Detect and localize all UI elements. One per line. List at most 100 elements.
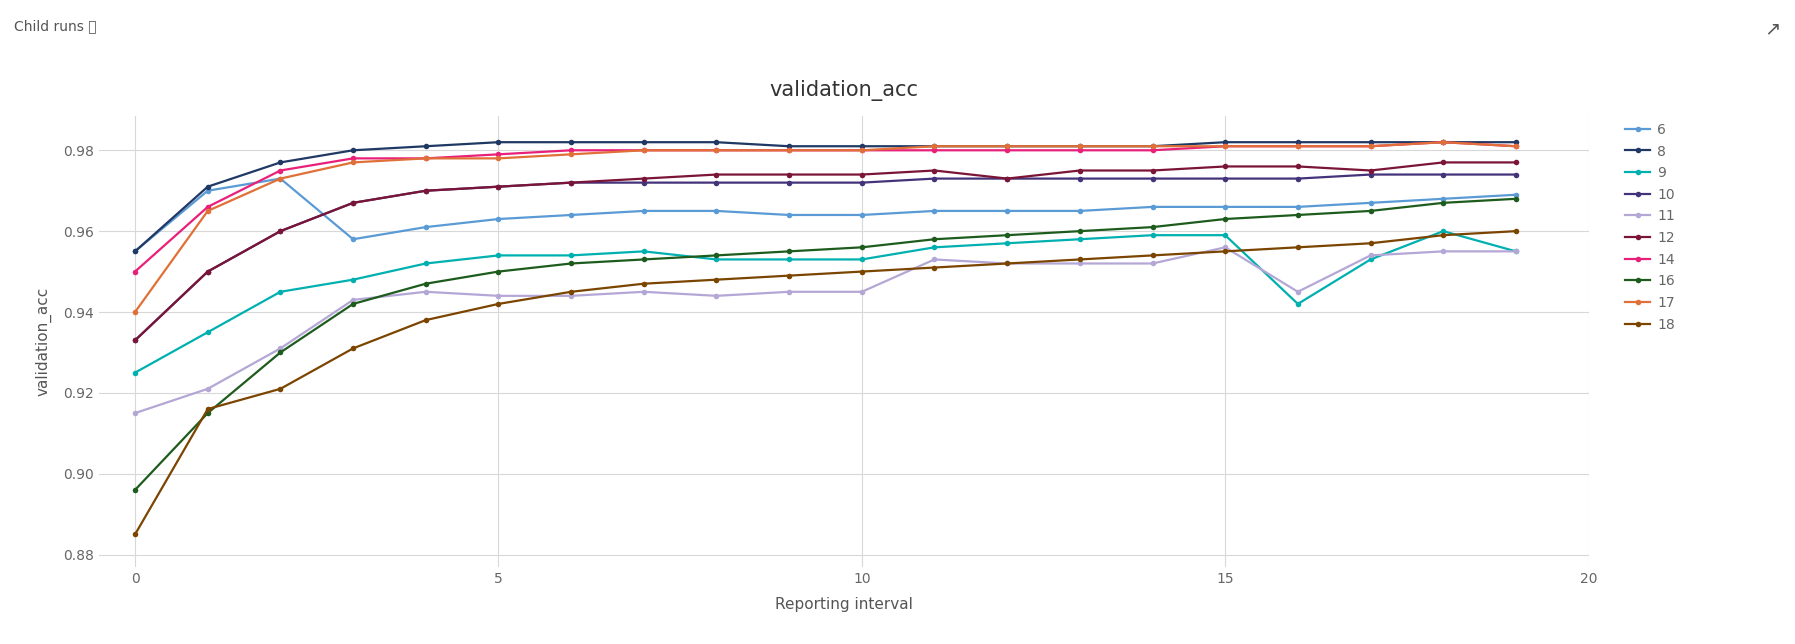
16 <box>1215 215 1237 223</box>
17 <box>488 155 510 162</box>
X-axis label: Reporting interval: Reporting interval <box>775 597 912 612</box>
8 <box>1506 138 1528 146</box>
8 <box>415 142 436 150</box>
Line: 8: 8 <box>133 139 1519 254</box>
12 <box>124 336 145 344</box>
9 <box>197 328 219 336</box>
11 <box>1070 260 1091 267</box>
8 <box>634 138 655 146</box>
6 <box>1432 195 1454 203</box>
8 <box>705 138 727 146</box>
17 <box>1361 142 1382 150</box>
16 <box>634 256 655 263</box>
6 <box>1361 199 1382 207</box>
11 <box>488 292 510 299</box>
9 <box>415 260 436 267</box>
9 <box>343 276 364 283</box>
9 <box>1215 231 1237 239</box>
17 <box>124 308 145 316</box>
12 <box>1361 167 1382 175</box>
18 <box>124 531 145 538</box>
16 <box>343 300 364 308</box>
14 <box>415 155 436 162</box>
10 <box>996 175 1018 182</box>
11 <box>124 409 145 417</box>
16 <box>851 243 872 251</box>
17 <box>560 151 582 158</box>
17 <box>1215 142 1237 150</box>
8 <box>1361 138 1382 146</box>
14 <box>269 167 291 175</box>
17 <box>1287 142 1309 150</box>
11 <box>1287 288 1309 296</box>
Line: 12: 12 <box>133 160 1519 343</box>
10 <box>1361 171 1382 178</box>
14 <box>634 146 655 154</box>
Legend: 6, 8, 9, 10, 11, 12, 14, 16, 17, 18: 6, 8, 9, 10, 11, 12, 14, 16, 17, 18 <box>1624 123 1675 332</box>
12 <box>197 268 219 276</box>
8 <box>1070 142 1091 150</box>
17 <box>1506 142 1528 150</box>
8 <box>197 183 219 191</box>
8 <box>924 142 946 150</box>
9 <box>924 243 946 251</box>
12 <box>343 199 364 207</box>
18 <box>634 280 655 288</box>
9 <box>1432 227 1454 235</box>
8 <box>851 142 872 150</box>
8 <box>488 138 510 146</box>
11 <box>560 292 582 299</box>
18 <box>705 276 727 283</box>
8 <box>124 247 145 255</box>
10 <box>851 179 872 187</box>
16 <box>1142 223 1163 231</box>
9 <box>1070 235 1091 243</box>
11 <box>197 385 219 393</box>
6 <box>1142 203 1163 211</box>
10 <box>343 199 364 207</box>
17 <box>415 155 436 162</box>
9 <box>488 252 510 260</box>
6 <box>705 207 727 215</box>
14 <box>1432 138 1454 146</box>
12 <box>1070 167 1091 175</box>
11 <box>415 288 436 296</box>
12 <box>634 175 655 182</box>
18 <box>1287 243 1309 251</box>
14 <box>197 203 219 211</box>
10 <box>560 179 582 187</box>
6 <box>343 235 364 243</box>
14 <box>1215 142 1237 150</box>
14 <box>1361 142 1382 150</box>
10 <box>269 227 291 235</box>
10 <box>1432 171 1454 178</box>
6 <box>779 211 801 219</box>
9 <box>1142 231 1163 239</box>
9 <box>851 256 872 263</box>
8 <box>1287 138 1309 146</box>
18 <box>1142 252 1163 260</box>
11 <box>1215 243 1237 251</box>
17 <box>197 207 219 215</box>
17 <box>1070 142 1091 150</box>
11 <box>634 288 655 296</box>
16 <box>996 231 1018 239</box>
12 <box>996 175 1018 182</box>
6 <box>415 223 436 231</box>
17 <box>1432 138 1454 146</box>
10 <box>197 268 219 276</box>
10 <box>779 179 801 187</box>
9 <box>634 247 655 255</box>
Title: validation_acc: validation_acc <box>768 80 919 102</box>
16 <box>124 486 145 494</box>
Line: 17: 17 <box>133 139 1519 315</box>
10 <box>1506 171 1528 178</box>
10 <box>1215 175 1237 182</box>
16 <box>779 247 801 255</box>
18 <box>1070 256 1091 263</box>
Text: Child runs ⓘ: Child runs ⓘ <box>14 19 97 33</box>
12 <box>488 183 510 191</box>
18 <box>924 263 946 271</box>
14 <box>1142 146 1163 154</box>
9 <box>269 288 291 296</box>
